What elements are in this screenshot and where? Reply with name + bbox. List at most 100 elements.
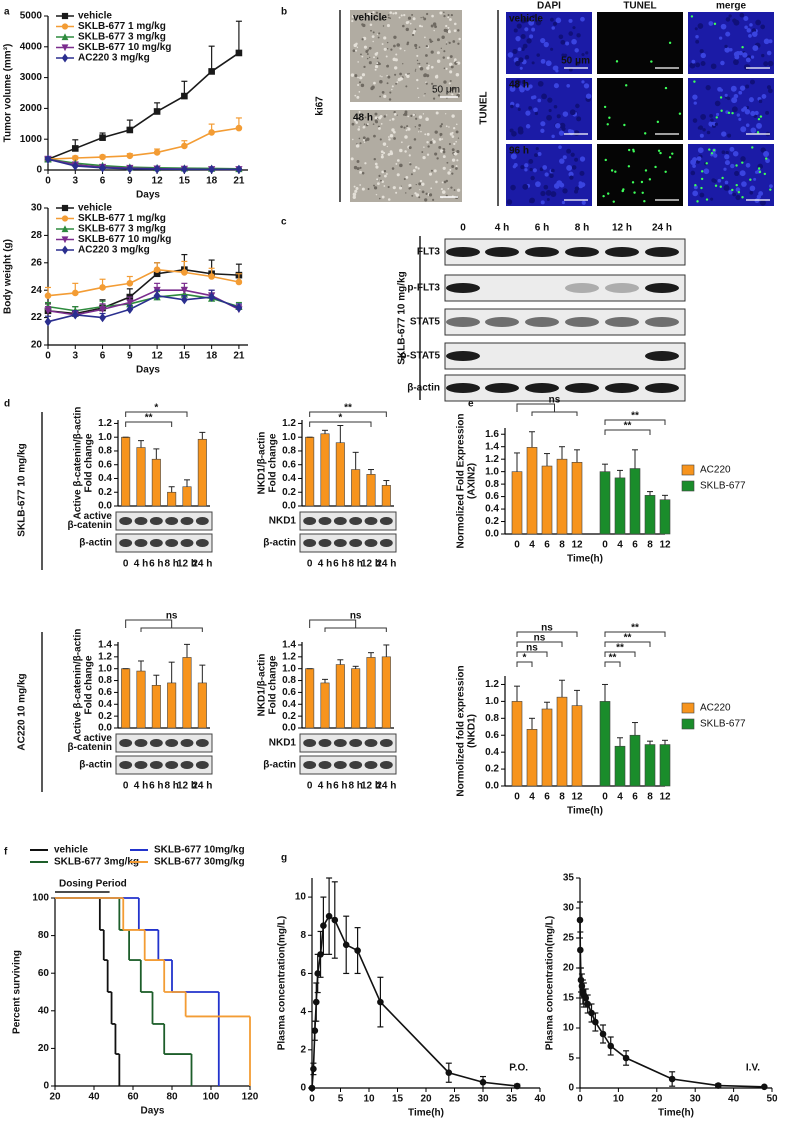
- texture: [376, 57, 379, 59]
- x-tick-label: 4: [529, 792, 535, 803]
- nucleus: [733, 93, 739, 99]
- x-axis-title: Days: [141, 1106, 165, 1117]
- texture: [380, 122, 383, 125]
- texture: [394, 58, 398, 62]
- x-tick-label: 8 h: [348, 559, 362, 570]
- blot-band: [446, 383, 480, 393]
- x-tick-label: 40: [728, 1094, 740, 1105]
- nucleus: [537, 152, 542, 156]
- scale-label: 50 μm: [432, 85, 460, 96]
- texture: [372, 31, 375, 34]
- x-tick-label: 0: [602, 540, 608, 551]
- y-tick-label: 60: [38, 968, 50, 979]
- nucleus: [521, 80, 526, 85]
- texture: [352, 192, 357, 197]
- nucleus: [574, 48, 579, 53]
- micrograph: [688, 78, 774, 140]
- image-label: 96 h: [509, 146, 529, 157]
- nucleus: [553, 83, 559, 89]
- texture: [414, 28, 417, 31]
- bar: [121, 668, 131, 729]
- bar: [644, 744, 656, 787]
- legend-label: AC220 3 mg/kg: [78, 245, 150, 256]
- texture: [400, 14, 403, 17]
- tunel-positive: [659, 151, 662, 155]
- blot-label: β-catenin: [68, 742, 112, 753]
- x-tick-label: 21: [233, 351, 245, 362]
- significance: *: [338, 413, 342, 424]
- texture: [387, 186, 390, 189]
- nucleus: [524, 27, 529, 32]
- x-axis-title: Days: [136, 365, 160, 376]
- protein-label: STAT5: [410, 317, 441, 328]
- y-axis-title: Normolized fold expression: [456, 665, 467, 796]
- nucleus: [714, 100, 721, 107]
- x-tick-label: 30: [477, 1094, 489, 1105]
- tunel-positive: [607, 192, 610, 195]
- nucleus: [558, 130, 565, 136]
- texture: [434, 130, 438, 134]
- blot-band: [149, 517, 163, 525]
- texture: [445, 24, 448, 28]
- nucleus: [556, 114, 561, 119]
- x-tick-label: 8: [647, 540, 653, 551]
- tunel-positive: [656, 120, 660, 124]
- bar: [335, 442, 345, 507]
- nucleus: [753, 177, 757, 181]
- texture: [411, 33, 415, 37]
- texture: [355, 121, 358, 124]
- nucleus: [725, 17, 731, 22]
- marker: [181, 92, 188, 100]
- nucleus: [510, 104, 514, 109]
- blot-band: [303, 517, 317, 525]
- marker: [126, 280, 134, 287]
- texture: [458, 37, 461, 41]
- nucleus: [714, 122, 719, 126]
- nucleus: [569, 175, 574, 180]
- nucleus: [690, 159, 696, 166]
- legend-label: AC220: [700, 703, 731, 714]
- x-tick-label: 24 h: [376, 781, 396, 792]
- texture: [379, 75, 381, 77]
- y-tick-label: 0.0: [98, 723, 112, 734]
- micrograph: [597, 12, 683, 74]
- texture: [415, 47, 418, 50]
- texture: [447, 171, 451, 175]
- texture: [380, 150, 384, 154]
- x-tick-label: 6: [632, 792, 638, 803]
- y-tick-label: 4000: [20, 41, 43, 52]
- tunel-positive: [719, 185, 722, 188]
- y-tick-label: 1000: [20, 134, 43, 145]
- texture: [395, 162, 398, 165]
- x-tick-label: 12: [659, 540, 671, 551]
- blot-band: [165, 517, 179, 525]
- nucleus: [522, 43, 528, 49]
- tunel-positive: [615, 60, 619, 63]
- marker: [582, 994, 590, 1002]
- bar: [614, 477, 626, 535]
- texture: [388, 98, 392, 101]
- nucleus: [559, 182, 565, 188]
- protein-label: p-STAT5: [400, 351, 440, 362]
- texture: [453, 58, 457, 61]
- texture: [408, 146, 412, 150]
- y-tick-label: 0.8: [282, 675, 296, 686]
- nucleus: [748, 97, 754, 103]
- texture: [418, 128, 420, 130]
- y-axis-title: Plasma concentration(mg/L): [545, 916, 556, 1050]
- bracket: [604, 661, 621, 667]
- blot-label: NKD1: [269, 516, 297, 527]
- bar: [182, 657, 192, 729]
- series-line: [47, 158, 239, 170]
- texture: [409, 186, 412, 189]
- tunel-positive: [633, 191, 636, 194]
- texture: [456, 150, 460, 154]
- nucleus: [561, 200, 565, 205]
- x-tick-label: 4 h: [134, 559, 148, 570]
- y-tick-label: 1.0: [98, 663, 112, 674]
- texture: [369, 23, 373, 26]
- x-tick-label: 30: [690, 1094, 702, 1105]
- marker: [314, 970, 322, 977]
- blot-band: [119, 539, 133, 547]
- nucleus: [758, 99, 763, 104]
